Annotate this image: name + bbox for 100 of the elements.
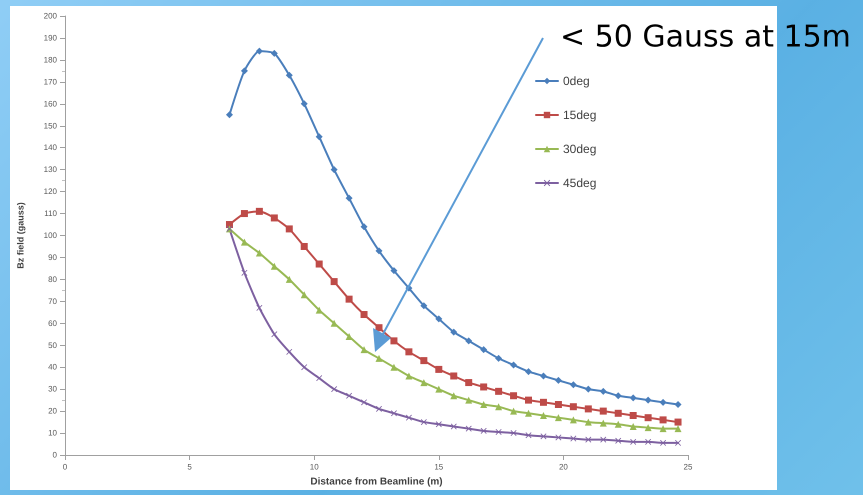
y-axis-title: Bz field (gauss): [16, 202, 26, 269]
y-tick-label: 90: [48, 252, 58, 262]
y-tick-label: 150: [44, 121, 58, 130]
point: [316, 260, 323, 268]
point: [480, 383, 488, 390]
point: [540, 398, 547, 406]
point: [554, 376, 562, 384]
point: [644, 424, 652, 432]
point: [675, 440, 682, 446]
point: [495, 388, 502, 395]
point: [301, 364, 308, 370]
y-tick-label: 50: [48, 340, 58, 350]
point: [615, 438, 622, 444]
point: [271, 331, 278, 338]
point: [286, 348, 292, 355]
legend-label: 15deg: [563, 108, 596, 122]
point: [584, 386, 592, 393]
y-tick-label: 100: [44, 231, 58, 240]
point: [644, 414, 652, 422]
point: [376, 406, 382, 412]
x-tick-label: 15: [434, 462, 444, 472]
y-tick-label: 110: [44, 209, 58, 218]
point: [420, 302, 428, 310]
point: [360, 346, 368, 354]
point: [480, 346, 488, 354]
point: [390, 337, 398, 344]
point: [630, 394, 637, 402]
y-tick-label: 170: [44, 77, 58, 86]
point: [600, 420, 607, 427]
point: [644, 396, 652, 404]
y-tick-label: 0: [52, 450, 58, 460]
point: [256, 208, 263, 215]
point: [300, 291, 308, 298]
point: [435, 366, 442, 373]
point: [660, 416, 667, 424]
point: [406, 414, 412, 421]
x-tick-label: 5: [187, 462, 192, 472]
point: [510, 408, 518, 415]
point: [496, 428, 502, 435]
point: [495, 403, 502, 410]
point: [390, 364, 398, 371]
point: [405, 348, 412, 356]
point: [450, 372, 458, 380]
point: [630, 412, 637, 419]
point: [466, 426, 472, 432]
point: [240, 238, 248, 246]
point: [660, 398, 667, 406]
point: [286, 72, 293, 79]
point: [240, 67, 248, 74]
point: [330, 278, 338, 286]
point: [570, 403, 577, 410]
point: [510, 362, 518, 369]
y-tick-label: 30: [48, 384, 58, 394]
point: [316, 306, 323, 314]
point: [375, 324, 382, 332]
point: [600, 436, 606, 443]
x-tick-label: 10: [310, 462, 320, 472]
point: [256, 48, 263, 55]
point: [674, 425, 682, 432]
point: [226, 111, 233, 118]
point: [584, 405, 592, 412]
annotation: < 50 Gauss at 15m: [560, 20, 851, 54]
y-tick-label: 60: [48, 318, 58, 328]
point: [614, 420, 622, 428]
point: [555, 434, 562, 440]
point: [390, 267, 398, 274]
x-axis-title: Distance from Beamline (m): [310, 476, 443, 488]
point: [300, 100, 308, 108]
point: [600, 408, 607, 415]
point: [660, 440, 666, 446]
point: [346, 296, 353, 303]
y-tick-label: 10: [48, 428, 58, 438]
point: [331, 386, 338, 392]
point: [570, 416, 577, 424]
point: [436, 421, 442, 428]
point: [330, 320, 338, 327]
point: [510, 392, 518, 400]
point: [360, 311, 368, 318]
x-tick-label: 20: [558, 462, 568, 472]
point: [405, 372, 412, 380]
point: [525, 410, 532, 417]
point: [614, 392, 622, 400]
point: [600, 388, 607, 395]
point: [240, 210, 248, 218]
point: [495, 354, 502, 362]
point: [300, 242, 308, 250]
point: [645, 438, 652, 445]
y-tick-label: 20: [48, 406, 58, 416]
point: [660, 425, 667, 432]
point: [256, 304, 262, 311]
y-tick-label: 40: [48, 362, 58, 372]
point: [286, 225, 293, 232]
y-tick-label: 70: [48, 296, 58, 306]
point: [450, 328, 458, 336]
y-tick-label: 200: [44, 12, 58, 20]
point: [465, 337, 472, 344]
point: [480, 401, 488, 408]
point: [346, 194, 353, 202]
y-tick-label: 120: [44, 187, 58, 196]
point: [674, 418, 682, 426]
